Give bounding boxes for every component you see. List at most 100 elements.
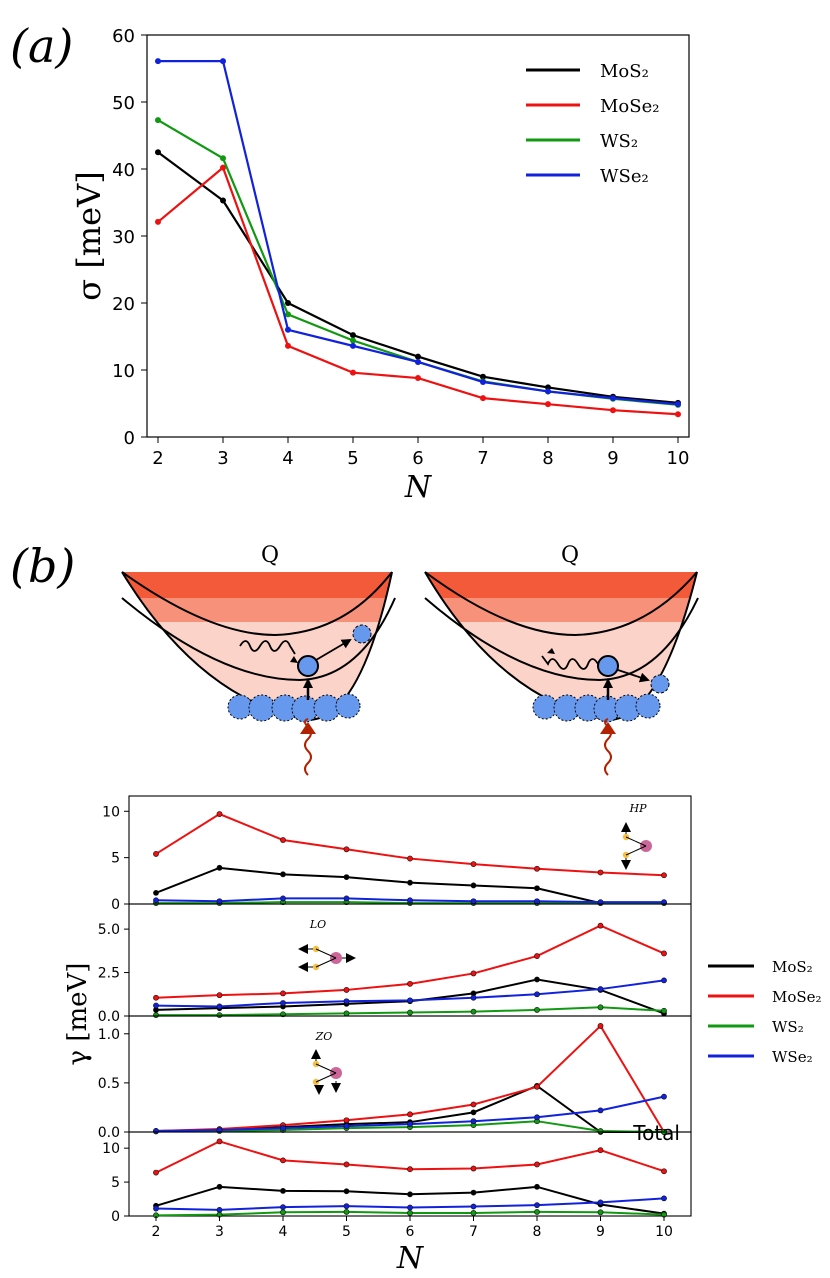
panel-label-a: (a) <box>10 19 73 73</box>
data-point-MoSe2 <box>661 950 667 957</box>
data-point-MoS2 <box>220 197 226 204</box>
data-point-MoS2 <box>350 332 356 339</box>
scatter-arrow <box>617 669 650 683</box>
data-point-MoS2 <box>343 1188 350 1195</box>
data-point-MoSe2 <box>285 342 291 349</box>
x-tick-label: 4 <box>279 1224 288 1240</box>
band-curve-upper <box>121 571 393 637</box>
data-point-WSe2 <box>661 977 667 984</box>
legend-label-WSe2: WSe₂ <box>772 1048 813 1066</box>
photon-arrowhead <box>600 722 616 734</box>
data-point-WSe2 <box>480 379 486 386</box>
band-layer-1 <box>122 572 392 600</box>
data-point-WSe2 <box>280 1125 286 1131</box>
data-point-MoS2 <box>534 976 540 983</box>
y-tick-label: 2.5 <box>98 966 120 982</box>
x-tick-label: 9 <box>607 448 618 469</box>
data-point-MoS2 <box>534 885 540 892</box>
mode-label-zo: ZO <box>315 1030 333 1043</box>
data-point-MoS2 <box>415 353 421 360</box>
data-point-MoSe2 <box>597 869 604 876</box>
legend-label-MoSe2: MoSe₂ <box>600 96 659 117</box>
x-tick-label: 9 <box>596 1224 605 1240</box>
data-point-MoSe2 <box>155 218 161 225</box>
data-point-WSe2 <box>597 1107 604 1114</box>
data-point-WS2 <box>285 311 291 318</box>
data-point-WS2 <box>350 337 356 344</box>
data-point-MoS2 <box>155 149 161 156</box>
band-diagram-left: Q <box>121 543 396 776</box>
data-point-WSe2 <box>155 58 161 65</box>
y-tick-label: 0.0 <box>98 1009 120 1025</box>
data-point-WS2 <box>343 1209 350 1215</box>
data-point-WSe2 <box>545 388 551 395</box>
chart-sigma: 0 10 20 30 40 50 60 2 3 4 5 6 7 8 9 10 Nσ [meV] MoS₂ MoSe₂… <box>70 26 690 505</box>
data-point-WSe2 <box>407 1121 413 1128</box>
data-point-WSe2 <box>534 898 540 905</box>
series-line-MoSe2 <box>155 812 665 877</box>
data-point-WSe2 <box>597 1199 604 1206</box>
band-curve-upper <box>424 571 698 637</box>
bond-line <box>315 1063 337 1074</box>
data-point-MoSe2 <box>470 970 477 977</box>
bond-line <box>625 836 647 847</box>
lo-mode-glyph <box>298 944 356 972</box>
data-point-WSe2 <box>280 1204 286 1211</box>
data-point-MoSe2 <box>407 1166 413 1173</box>
data-point-MoSe2 <box>220 164 226 171</box>
data-point-MoSe2 <box>597 1023 604 1029</box>
data-point-WSe2 <box>343 1203 350 1210</box>
data-point-MoSe2 <box>470 1165 477 1172</box>
x-tick-label: 6 <box>406 1224 415 1240</box>
data-point-WSe2 <box>470 898 477 905</box>
y-axis-label: γ [meV] <box>63 963 93 1066</box>
y-tick-label: 5 <box>111 1175 120 1191</box>
data-point-MoSe2 <box>661 872 667 879</box>
band-layer-2 <box>122 598 392 622</box>
data-point-MoSe2 <box>597 1147 604 1154</box>
data-point-MoS2 <box>280 871 286 878</box>
data-point-WSe2 <box>415 358 421 365</box>
x-tick-label: 7 <box>477 448 488 469</box>
y-tick-label: 0 <box>124 428 135 449</box>
data-point-WSe2 <box>153 1002 159 1009</box>
data-point-WS2 <box>661 1007 667 1014</box>
hp-mode-glyph <box>621 822 652 870</box>
data-point-WSe2 <box>470 1203 477 1210</box>
x-axis-label: N <box>396 1241 425 1276</box>
data-point-MoSe2 <box>534 1161 540 1168</box>
x-tick-label: 8 <box>542 448 553 469</box>
y-tick-label: 0 <box>111 897 120 913</box>
data-point-WSe2 <box>153 1205 159 1212</box>
data-point-MoS2 <box>534 1183 540 1190</box>
x-tick-label: 3 <box>215 1224 224 1240</box>
y-tick-label: 0.5 <box>98 1076 120 1092</box>
scattered-exciton <box>650 674 670 694</box>
data-point-MoSe2 <box>350 369 356 376</box>
data-point-MoSe2 <box>216 811 223 817</box>
data-point-WSe2 <box>675 401 681 408</box>
phonon-arrowhead <box>547 648 555 654</box>
data-point-WSe2 <box>661 1093 667 1100</box>
data-point-MoSe2 <box>534 865 540 872</box>
data-point-MoS2 <box>470 882 477 889</box>
data-point-WS2 <box>220 155 226 162</box>
data-point-MoS2 <box>280 1188 286 1194</box>
x-tick-label: 6 <box>412 448 423 469</box>
y-tick-label: 60 <box>112 26 135 47</box>
data-point-MoSe2 <box>343 987 350 993</box>
data-point-MoSe2 <box>534 953 540 959</box>
data-point-MoSe2 <box>343 846 350 853</box>
data-point-MoSe2 <box>480 395 486 402</box>
data-point-MoSe2 <box>343 1161 350 1168</box>
data-point-WS2 <box>155 117 161 124</box>
data-point-WSe2 <box>534 1114 540 1121</box>
phonon-emission-wiggle <box>541 655 599 670</box>
data-point-MoSe2 <box>407 855 413 862</box>
legend-label-WSe2: WSe₂ <box>600 166 649 187</box>
phonon-absorption-wiggle <box>239 640 296 655</box>
data-point-MoSe2 <box>216 1138 223 1145</box>
data-point-WS2 <box>407 1009 413 1016</box>
data-point-MoSe2 <box>280 1157 286 1164</box>
